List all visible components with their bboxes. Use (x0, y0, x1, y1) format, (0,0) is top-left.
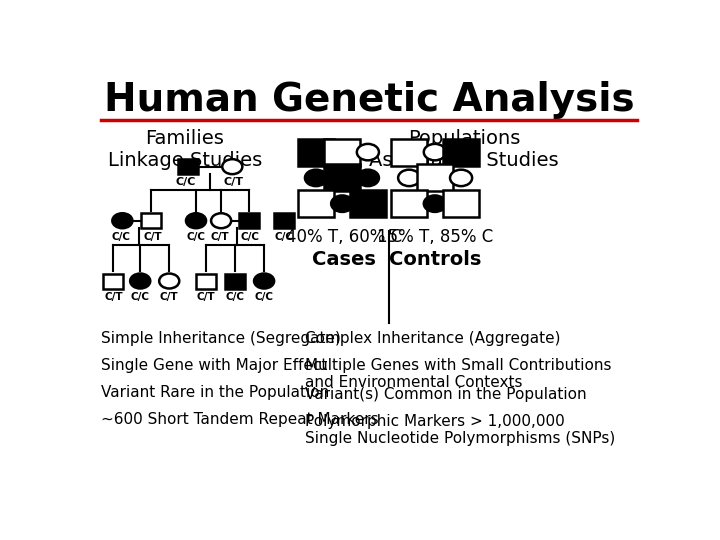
Circle shape (159, 274, 179, 288)
Bar (417, 164, 453, 191)
Text: C/C: C/C (186, 232, 205, 241)
Text: C/T: C/T (160, 292, 179, 302)
Circle shape (357, 144, 379, 160)
Text: C/T: C/T (224, 178, 244, 187)
Bar (324, 139, 360, 166)
Text: C/C: C/C (240, 232, 260, 241)
Bar (274, 213, 294, 228)
Text: Variant(s) Common in the Population: Variant(s) Common in the Population (305, 387, 587, 402)
Bar (196, 274, 216, 288)
Circle shape (331, 195, 354, 212)
Circle shape (424, 195, 446, 212)
Bar (178, 159, 198, 174)
Text: C/C: C/C (111, 232, 130, 241)
Bar (443, 190, 479, 217)
Text: C/C: C/C (176, 178, 196, 187)
Text: C/T: C/T (211, 232, 230, 241)
Text: C/C: C/C (131, 292, 150, 302)
Text: Families
Linkage Studies: Families Linkage Studies (108, 129, 262, 170)
Text: C/C: C/C (255, 292, 274, 302)
Bar (141, 213, 161, 228)
Circle shape (186, 213, 206, 228)
Bar (104, 274, 124, 288)
Bar (391, 190, 427, 217)
Text: C/C: C/C (225, 292, 245, 302)
Circle shape (222, 159, 243, 174)
Text: C/T: C/T (197, 292, 215, 302)
Circle shape (398, 170, 420, 186)
Circle shape (424, 144, 446, 160)
Text: 15% T, 85% C: 15% T, 85% C (377, 228, 493, 246)
Text: C/T: C/T (104, 292, 122, 302)
Circle shape (450, 170, 472, 186)
Bar (298, 190, 334, 217)
Bar (350, 190, 386, 217)
Text: C/T: C/T (144, 232, 163, 241)
Text: Cases: Cases (312, 250, 376, 269)
Text: Human Genetic Analysis: Human Genetic Analysis (104, 82, 634, 119)
Text: C/C: C/C (275, 232, 294, 241)
Text: Simple Inheritance (Segregate): Simple Inheritance (Segregate) (101, 331, 341, 346)
Text: 40% T, 60% C: 40% T, 60% C (286, 228, 402, 246)
Text: Multiple Genes with Small Contributions
and Environmental Contexts: Multiple Genes with Small Contributions … (305, 358, 611, 390)
Text: Polymorphic Markers > 1,000,000
Single Nucleotide Polymorphisms (SNPs): Polymorphic Markers > 1,000,000 Single N… (305, 414, 615, 447)
Text: Variant Rare in the Population: Variant Rare in the Population (101, 385, 330, 400)
Bar (443, 139, 479, 166)
Text: ~600 Short Tandem Repeat Markers: ~600 Short Tandem Repeat Markers (101, 412, 379, 427)
Circle shape (211, 213, 231, 228)
Text: Complex Inheritance (Aggregate): Complex Inheritance (Aggregate) (305, 331, 560, 346)
Circle shape (357, 170, 379, 186)
Bar (239, 213, 259, 228)
Text: Controls: Controls (389, 250, 481, 269)
Bar (225, 274, 245, 288)
Circle shape (305, 170, 327, 186)
Circle shape (130, 274, 150, 288)
Text: Populations
Association Studies: Populations Association Studies (369, 129, 559, 170)
Bar (298, 139, 334, 166)
Text: Single Gene with Major Effect: Single Gene with Major Effect (101, 358, 328, 373)
Circle shape (254, 274, 274, 288)
Bar (324, 164, 360, 191)
Circle shape (112, 213, 132, 228)
Bar (391, 139, 427, 166)
